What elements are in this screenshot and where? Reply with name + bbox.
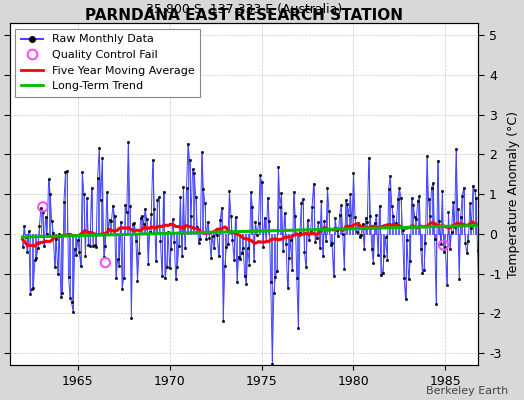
- Five Year Moving Average: [292, 232, 298, 237]
- Raw Monthly Data: [19, 244, 26, 249]
- Y-axis label: Temperature Anomaly (°C): Temperature Anomaly (°C): [507, 111, 520, 278]
- Quality Control Fail: [439, 242, 447, 248]
- Long-Term Trend: [19, 235, 26, 240]
- Five Year Moving Average: [21, 239, 27, 244]
- Long-Term Trend: [21, 235, 27, 240]
- Five Year Moving Average: [301, 232, 308, 236]
- Long-Term Trend: [300, 228, 306, 232]
- Title: PARNDANA EAST RESEARCH STATION: PARNDANA EAST RESEARCH STATION: [85, 8, 403, 23]
- Line: Five Year Moving Average: Five Year Moving Average: [23, 222, 481, 246]
- Raw Monthly Data: [295, 326, 301, 331]
- Raw Monthly Data: [21, 224, 27, 228]
- Five Year Moving Average: [436, 223, 442, 228]
- Legend: Raw Monthly Data, Quality Control Fail, Five Year Moving Average, Long-Term Tren: Raw Monthly Data, Quality Control Fail, …: [15, 29, 200, 97]
- Five Year Moving Average: [293, 231, 300, 236]
- Long-Term Trend: [292, 228, 298, 232]
- Text: 35.800 S, 137.333 E (Australia): 35.800 S, 137.333 E (Australia): [146, 4, 342, 16]
- Five Year Moving Average: [470, 220, 476, 224]
- Long-Term Trend: [477, 223, 484, 228]
- Raw Monthly Data: [125, 140, 132, 144]
- Long-Term Trend: [291, 228, 297, 232]
- Quality Control Fail: [39, 204, 47, 210]
- Five Year Moving Average: [19, 237, 26, 242]
- Quality Control Fail: [101, 259, 110, 266]
- Raw Monthly Data: [303, 264, 309, 269]
- Five Year Moving Average: [477, 225, 484, 230]
- Long-Term Trend: [406, 225, 412, 230]
- Five Year Moving Average: [407, 225, 413, 230]
- Long-Term Trend: [434, 224, 441, 229]
- Five Year Moving Average: [31, 244, 38, 248]
- Raw Monthly Data: [293, 276, 300, 281]
- Raw Monthly Data: [409, 196, 415, 201]
- Raw Monthly Data: [269, 362, 276, 367]
- Raw Monthly Data: [438, 242, 444, 246]
- Line: Long-Term Trend: Long-Term Trend: [23, 226, 481, 237]
- Text: Berkeley Earth: Berkeley Earth: [426, 386, 508, 396]
- Raw Monthly Data: [477, 247, 484, 252]
- Line: Raw Monthly Data: Raw Monthly Data: [21, 141, 482, 366]
